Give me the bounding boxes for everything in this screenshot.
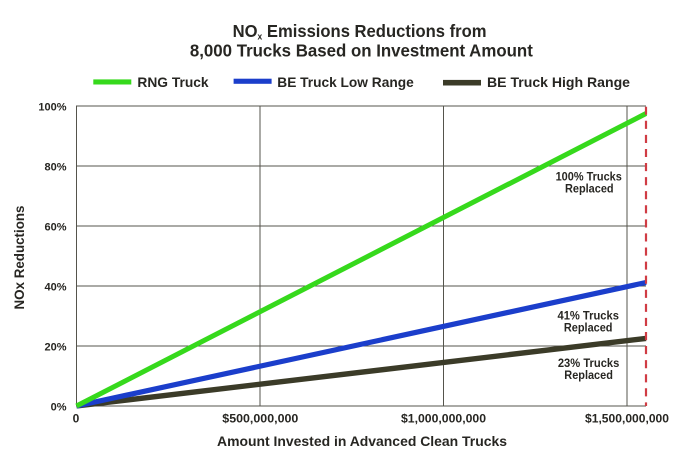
svg-text:60%: 60% — [44, 221, 66, 233]
svg-text:BE Truck Low Range: BE Truck Low Range — [277, 74, 414, 90]
svg-text:$1,000,000,000: $1,000,000,000 — [401, 412, 486, 426]
svg-text:NOx Reductions: NOx Reductions — [12, 205, 27, 309]
svg-text:BE Truck High Range: BE Truck High Range — [487, 74, 630, 90]
svg-text:100%: 100% — [38, 101, 66, 113]
svg-text:23% Trucks: 23% Trucks — [558, 356, 620, 370]
svg-text:41% Trucks: 41% Trucks — [558, 308, 620, 322]
svg-text:Replaced: Replaced — [564, 368, 613, 382]
svg-text:$500,000,000: $500,000,000 — [222, 412, 298, 426]
svg-text:$1,500,000,000: $1,500,000,000 — [585, 412, 669, 426]
svg-text:Replaced: Replaced — [564, 321, 613, 335]
svg-text:8,000 Trucks Based on Investme: 8,000 Trucks Based on Investment Amount — [190, 40, 533, 60]
svg-text:40%: 40% — [44, 281, 66, 293]
svg-text:20%: 20% — [44, 341, 66, 353]
svg-text:100% Trucks: 100% Trucks — [556, 170, 622, 184]
svg-text:Replaced: Replaced — [565, 182, 614, 196]
svg-text:NOx Emissions Reductions from: NOx Emissions Reductions from — [233, 22, 487, 42]
svg-text:0: 0 — [73, 412, 80, 426]
svg-text:80%: 80% — [44, 161, 66, 173]
svg-text:0%: 0% — [51, 401, 67, 413]
svg-text:RNG Truck: RNG Truck — [137, 74, 208, 90]
svg-text:Amount Invested in Advanced Cl: Amount Invested in Advanced Clean Trucks — [217, 434, 507, 450]
